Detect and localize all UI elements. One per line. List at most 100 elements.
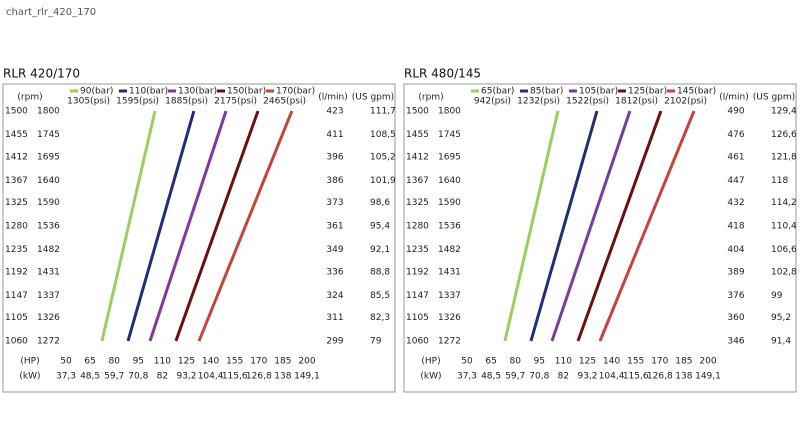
kw-label: 48,5 [481,372,501,382]
gpm-label: 92,1 [370,245,390,255]
legend-label: 1305(psi) [67,97,110,107]
gpm-label: 121,8 [771,153,797,163]
axis-label: (kW) [19,372,40,382]
flow-label: 404 [727,245,744,255]
panel-frame [2,83,396,393]
kw-label: 126,8 [647,372,673,382]
y-tick-label: 1367 [406,176,429,186]
flow-label: 423 [326,107,343,117]
y-tick-label: 1455 [5,130,28,140]
kw-label: 104,4 [198,372,224,382]
gpm-label: 98,6 [370,198,390,208]
series-line [100,110,157,342]
legend-label: 150(bar) [227,87,266,97]
rpm-alt-label: 1337 [37,291,60,301]
series-line [576,110,663,342]
y-tick-label: 1500 [406,107,429,117]
gpm-label: 85,5 [370,291,390,301]
series-line [148,110,228,342]
gpm-label: 105,2 [370,153,396,163]
rpm-alt-label: 1640 [438,176,461,186]
y-tick-label: 1412 [406,153,429,163]
gpm-label: 118 [771,176,788,186]
gpm-label: 126,6 [771,130,797,140]
kw-label: 37,3 [56,372,76,382]
y-tick-label: 1235 [406,245,429,255]
gpm-label: 101,9 [370,176,396,186]
axis-label: (l/min) [719,93,749,103]
axis-label: (l/min) [318,93,348,103]
flow-label: 373 [326,198,343,208]
flow-label: 324 [326,291,343,301]
flow-label: 336 [326,268,343,278]
flow-label: 432 [727,198,744,208]
x-tick-label: 170 [250,357,267,367]
y-tick-label: 1192 [5,268,28,278]
gpm-label: 106,6 [771,245,797,255]
legend-label: 65(bar) [481,87,514,97]
gpm-label: 114,2 [771,198,797,208]
rpm-alt-label: 1431 [438,268,461,278]
flow-label: 349 [326,245,343,255]
series-line [197,110,294,342]
flow-label: 461 [727,153,744,163]
y-tick-label: 1192 [406,268,429,278]
kw-label: 149,1 [294,372,320,382]
x-tick-label: 170 [651,357,668,367]
kw-label: 115,6 [222,372,248,382]
axis-label: (US gpm) [753,93,795,103]
gpm-label: 102,8 [771,268,797,278]
y-tick-label: 1325 [5,198,28,208]
kw-label: 37,3 [457,372,477,382]
gpm-label: 82,3 [370,313,390,323]
rpm-alt-label: 1326 [438,313,461,323]
y-tick-label: 1147 [406,291,429,301]
series-line [550,110,632,342]
gpm-label: 108,5 [370,130,396,140]
x-tick-label: 110 [555,357,572,367]
legend-label: 942(psi) [474,97,511,107]
kw-label: 70,8 [128,372,148,382]
legend-label: 1595(psi) [116,97,159,107]
series-line [126,110,196,342]
x-tick-label: 80 [108,357,120,367]
x-tick-label: 80 [509,357,521,367]
axis-label: (rpm) [17,93,42,103]
rpm-alt-label: 1536 [37,222,60,232]
rpm-alt-label: 1326 [37,313,60,323]
rpm-alt-label: 1800 [37,107,60,117]
rpm-alt-label: 1640 [37,176,60,186]
y-tick-label: 1060 [406,337,429,347]
legend-label: 2465(psi) [263,97,306,107]
gpm-label: 99 [771,291,783,301]
x-tick-label: 110 [154,357,171,367]
rpm-alt-label: 1590 [438,198,461,208]
legend-label: 130(bar) [178,87,217,97]
rpm-alt-label: 1745 [438,130,461,140]
x-tick-label: 125 [579,357,596,367]
flow-label: 376 [727,291,744,301]
y-tick-label: 1280 [406,222,429,232]
kw-label: 93,2 [577,372,597,382]
rpm-alt-label: 1272 [37,337,60,347]
x-tick-label: 50 [60,357,72,367]
gpm-label: 95,2 [771,313,791,323]
kw-label: 59,7 [505,372,525,382]
series-line [174,110,260,342]
rpm-alt-label: 1590 [37,198,60,208]
y-tick-label: 1455 [406,130,429,140]
y-tick-label: 1235 [5,245,28,255]
gpm-label: 95,4 [370,222,390,232]
kw-label: 104,4 [599,372,625,382]
kw-label: 126,8 [246,372,272,382]
x-tick-label: 125 [178,357,195,367]
axis-label: (HP) [20,357,39,367]
gpm-label: 91,4 [771,337,791,347]
flow-label: 361 [326,222,343,232]
kw-label: 82 [558,372,569,382]
flow-label: 389 [727,268,744,278]
legend-label: 2102(psi) [664,97,707,107]
legend-label: 85(bar) [530,87,563,97]
flow-label: 360 [727,313,744,323]
